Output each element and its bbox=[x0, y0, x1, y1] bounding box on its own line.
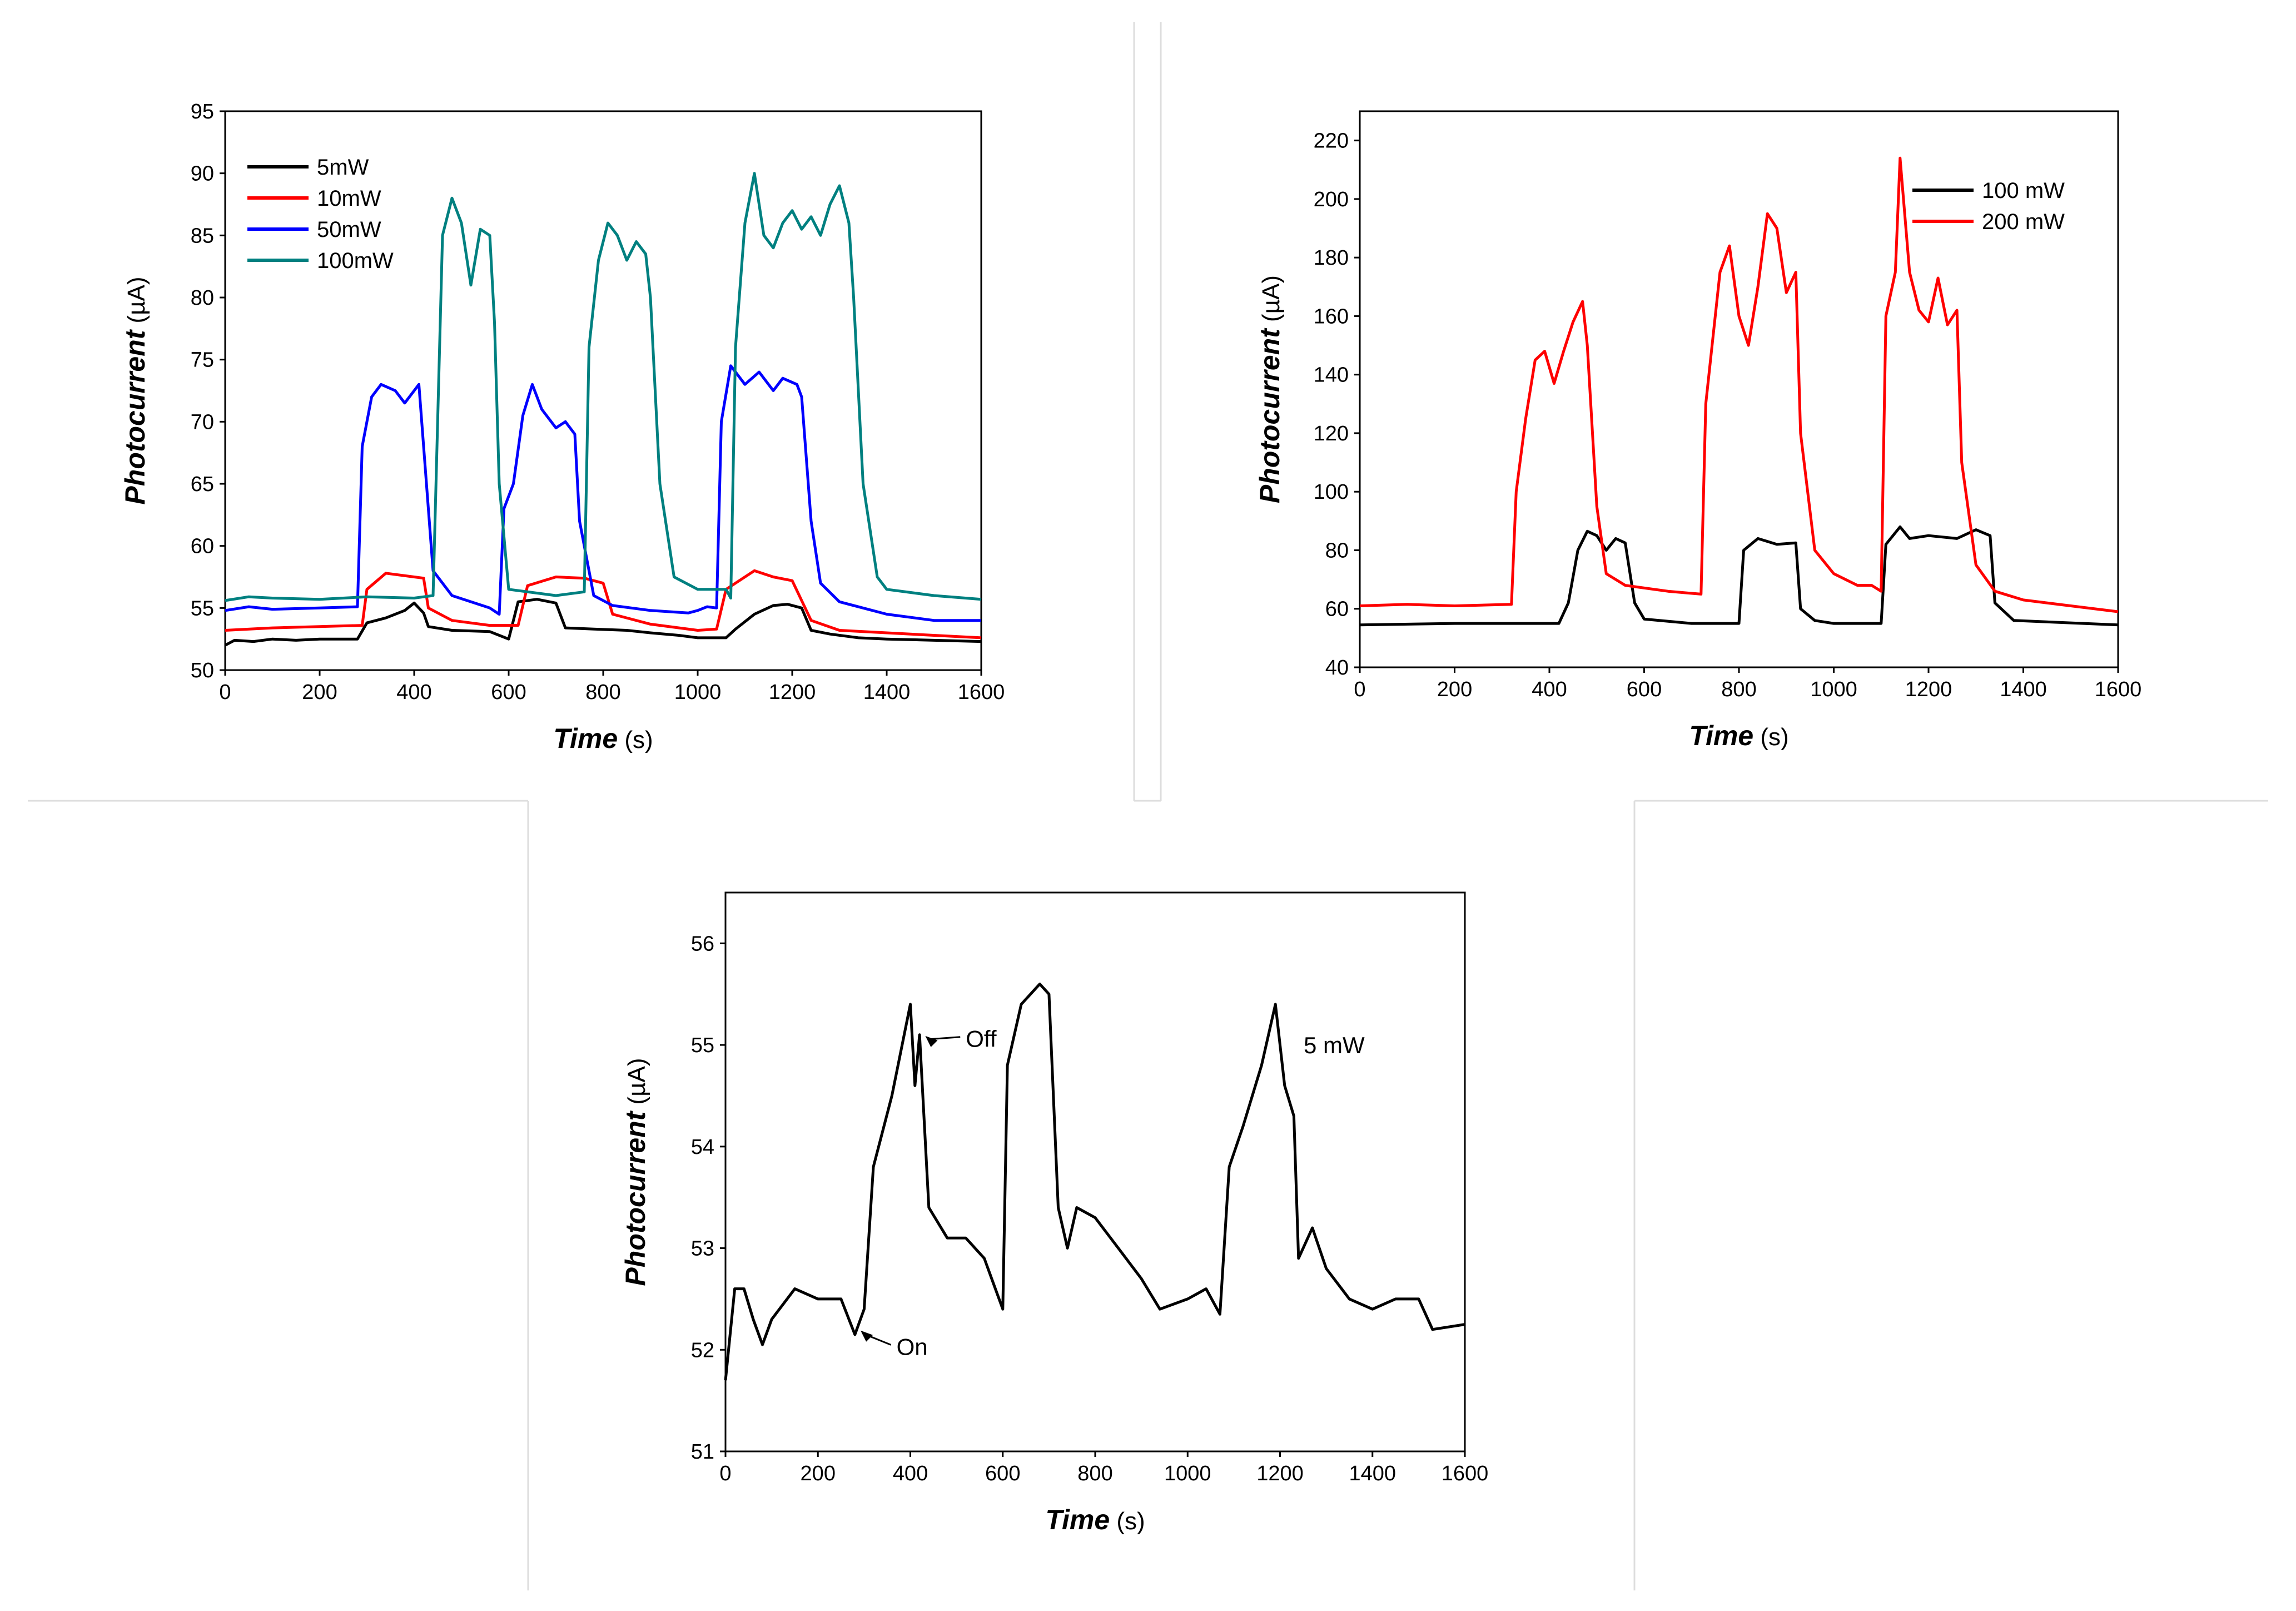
y-tick-label: 55 bbox=[691, 1034, 714, 1057]
x-axis-label-unit: (s) bbox=[1753, 723, 1789, 751]
y-tick-label: 54 bbox=[691, 1136, 714, 1159]
x-tick-label: 1600 bbox=[958, 681, 1005, 704]
x-tick-label: 600 bbox=[1627, 678, 1662, 701]
y-axis-label-title: Photocurrent bbox=[1254, 328, 1285, 503]
x-axis-label: Time (s) bbox=[553, 723, 653, 754]
y-axis-label-unit: (µA) bbox=[623, 1058, 650, 1111]
x-tick-label: 0 bbox=[219, 681, 231, 704]
y-tick-label: 60 bbox=[191, 535, 214, 558]
y-tick-label: 90 bbox=[191, 162, 214, 186]
y-axis-label: Photocurrent (µA) bbox=[620, 1058, 651, 1286]
marker-arrowhead bbox=[925, 1035, 938, 1047]
y-axis-label: Photocurrent (µA) bbox=[1254, 275, 1285, 503]
series-line-200mw bbox=[1359, 156, 2119, 613]
x-tick-label: 1200 bbox=[1905, 678, 1952, 701]
series-line-5mw bbox=[224, 598, 982, 647]
y-tick-label: 120 bbox=[1314, 422, 1349, 445]
y-tick-label: 65 bbox=[191, 473, 214, 496]
series-line-50mw bbox=[225, 364, 981, 622]
x-axis-label-title: Time bbox=[1045, 1504, 1110, 1535]
x-tick-label: 1400 bbox=[2000, 678, 2047, 701]
chart-annotation: 5 mW bbox=[1304, 1032, 1365, 1058]
x-tick-label: 1000 bbox=[674, 681, 722, 704]
y-tick-label: 100 bbox=[1314, 480, 1349, 504]
x-tick-label: 1000 bbox=[1810, 678, 1857, 701]
x-tick-label: 0 bbox=[1354, 678, 1365, 701]
x-tick-label: 1400 bbox=[863, 681, 911, 704]
series-line-5mw bbox=[724, 983, 1465, 1381]
x-tick-label: 800 bbox=[1721, 678, 1756, 701]
x-tick-label: 1200 bbox=[769, 681, 816, 704]
x-tick-label: 600 bbox=[491, 681, 526, 704]
y-tick-label: 52 bbox=[691, 1339, 714, 1362]
series-line-100mw bbox=[225, 172, 982, 602]
y-tick-label: 55 bbox=[191, 597, 214, 620]
x-tick-label: 400 bbox=[396, 681, 431, 704]
marker-arrow-line bbox=[928, 1036, 961, 1040]
legend-label: 200 mW bbox=[1982, 210, 2065, 234]
x-tick-label: 0 bbox=[719, 1462, 731, 1485]
legend-label: 100mW bbox=[317, 249, 394, 273]
y-tick-label: 80 bbox=[191, 286, 214, 310]
legend-label: 50mW bbox=[317, 217, 381, 242]
y-tick-label: 200 bbox=[1314, 188, 1349, 211]
x-tick-label: 400 bbox=[893, 1462, 928, 1485]
x-axis-label: Time (s) bbox=[1045, 1504, 1145, 1535]
y-tick-label: 70 bbox=[191, 410, 214, 434]
y-axis-label: Photocurrent (µA) bbox=[120, 276, 151, 504]
x-axis-label-unit: (s) bbox=[618, 726, 653, 754]
x-axis-label-title: Time bbox=[1689, 720, 1753, 751]
x-tick-label: 200 bbox=[801, 1462, 836, 1485]
x-tick-label: 1600 bbox=[1442, 1462, 1489, 1485]
x-tick-label: 1000 bbox=[1164, 1462, 1211, 1485]
y-tick-label: 56 bbox=[691, 932, 714, 955]
marker-label: Off bbox=[966, 1026, 997, 1052]
y-tick-label: 75 bbox=[191, 349, 214, 372]
series-line-100mw bbox=[1359, 525, 2119, 627]
x-tick-label: 800 bbox=[585, 681, 620, 704]
y-tick-label: 53 bbox=[691, 1237, 714, 1261]
x-tick-label: 200 bbox=[302, 681, 337, 704]
y-tick-label: 160 bbox=[1314, 305, 1349, 328]
x-tick-label: 1600 bbox=[2095, 678, 2142, 701]
y-tick-label: 95 bbox=[191, 100, 214, 123]
y-tick-label: 180 bbox=[1314, 246, 1349, 270]
y-tick-label: 220 bbox=[1314, 130, 1349, 153]
x-axis-label-title: Time bbox=[553, 723, 618, 754]
y-tick-label: 140 bbox=[1314, 364, 1349, 387]
x-tick-label: 1400 bbox=[1349, 1462, 1396, 1485]
y-axis-label-unit: (µA) bbox=[123, 276, 150, 330]
x-axis-label-unit: (s) bbox=[1110, 1508, 1145, 1535]
x-tick-label: 200 bbox=[1437, 678, 1472, 701]
chart-5mw: 0 200 400 600 800 1000 1200 1400 1600 51 52 53 54 55 5… bbox=[620, 891, 1489, 1535]
y-axis-label-title: Photocurrent bbox=[120, 329, 151, 504]
chart-high-power: 0 200 400 600 800 1000 1200 1400 1600 40 60 80 100 12… bbox=[1254, 110, 2142, 751]
x-axis-label: Time (s) bbox=[1689, 720, 1788, 751]
y-tick-label: 51 bbox=[691, 1440, 714, 1464]
legend-label: 10mW bbox=[317, 186, 381, 211]
legend-label: 5mW bbox=[317, 155, 369, 180]
x-tick-label: 600 bbox=[985, 1462, 1020, 1485]
y-axis-label-unit: (µA) bbox=[1258, 275, 1285, 329]
x-tick-label: 1200 bbox=[1256, 1462, 1304, 1485]
marker-label: On bbox=[897, 1334, 928, 1360]
y-tick-label: 50 bbox=[191, 659, 214, 682]
x-tick-label: 400 bbox=[1532, 678, 1567, 701]
y-tick-label: 85 bbox=[191, 224, 214, 247]
y-tick-label: 80 bbox=[1325, 539, 1349, 562]
y-tick-label: 40 bbox=[1325, 656, 1349, 680]
y-tick-label: 60 bbox=[1325, 598, 1349, 621]
marker-arrowhead bbox=[861, 1330, 873, 1342]
legend-label: 100 mW bbox=[1982, 179, 2065, 203]
x-tick-label: 800 bbox=[1077, 1462, 1112, 1485]
chart-power-series: 0 200 400 600 800 1000 1200 1400 1600 50 55 60 65 70 7… bbox=[120, 100, 1005, 754]
y-axis-label-title: Photocurrent bbox=[620, 1110, 651, 1286]
